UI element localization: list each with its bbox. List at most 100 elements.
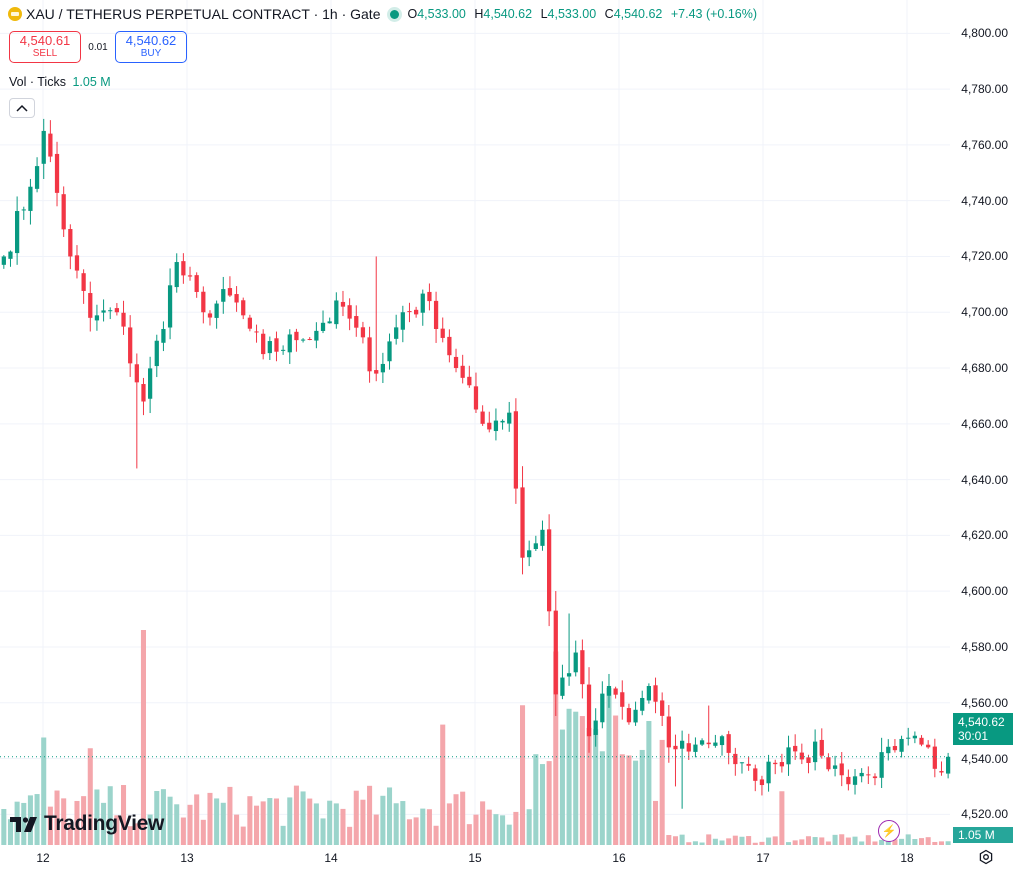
volume-bar: [679, 834, 685, 845]
candle: [201, 286, 206, 324]
chart-grid: [0, 0, 950, 845]
candle-body: [633, 709, 638, 723]
candle-body: [294, 331, 299, 341]
candle: [247, 314, 252, 332]
volume-bar: [167, 796, 173, 845]
volume-bar: [240, 826, 246, 845]
candle-body: [520, 487, 525, 558]
volume-bar: [699, 842, 705, 845]
candle: [394, 314, 399, 345]
ohlc-values: O4,533.00 H4,540.62 L4,533.00 C4,540.62 …: [407, 7, 762, 21]
candle: [101, 299, 106, 322]
volume-bar: [300, 791, 306, 845]
volume-bar: [646, 721, 652, 845]
candle: [261, 329, 266, 360]
change-value: +7.43 (+0.16%): [670, 7, 758, 21]
candle: [460, 354, 465, 384]
candle: [606, 673, 612, 708]
volume-bar: [706, 834, 712, 845]
candle-body: [899, 738, 904, 752]
candle: [872, 773, 878, 786]
candle: [573, 640, 578, 677]
price-tick-label: 4,720.00: [961, 249, 1008, 264]
candle-body: [214, 303, 219, 318]
lightning-icon[interactable]: ⚡: [878, 820, 900, 842]
volume-bar: [905, 834, 911, 845]
gear-icon[interactable]: [978, 849, 994, 865]
volume-bar: [819, 837, 825, 845]
candle: [593, 708, 598, 747]
candle: [54, 141, 60, 207]
volume-bar: [539, 764, 545, 845]
candle-body: [719, 736, 725, 746]
candle: [61, 186, 66, 237]
volume-bar: [613, 715, 619, 845]
volume-bar: [187, 804, 193, 845]
time-tick-label: 13: [180, 851, 194, 865]
candle-body: [733, 753, 738, 765]
candle-body: [766, 761, 771, 784]
candle: [354, 305, 359, 337]
candle: [753, 764, 758, 792]
volume-bar: [779, 791, 785, 845]
candle-body: [693, 744, 698, 752]
buy-button[interactable]: 4,540.62 BUY: [115, 31, 187, 63]
candle: [806, 754, 811, 774]
volume-bar: [792, 840, 798, 845]
candle-body: [872, 776, 878, 779]
volume-legend-label: Vol · Ticks: [9, 75, 66, 89]
price-tick-label: 4,520.00: [961, 807, 1008, 822]
candle: [128, 315, 133, 377]
volume-bar: [214, 798, 220, 845]
volume-bar: [393, 803, 399, 845]
candle: [640, 690, 645, 716]
symbol-title[interactable]: XAU / TETHERUS PERPETUAL CONTRACT · 1h ·…: [26, 6, 381, 22]
candle: [813, 729, 818, 771]
candle: [320, 310, 326, 334]
time-tick-label: 17: [756, 851, 770, 865]
volume-bar: [573, 711, 579, 845]
candle: [274, 331, 279, 362]
candle-body: [886, 746, 891, 754]
candle: [939, 761, 944, 776]
volume-bar: [480, 801, 486, 845]
candle-body: [447, 336, 452, 356]
volume-bar: [121, 785, 127, 845]
volume-legend[interactable]: Vol · Ticks 1.05 M: [9, 75, 111, 89]
candle-body: [892, 746, 898, 751]
volume-bar: [559, 729, 565, 845]
volume-bar: [254, 805, 260, 845]
volume-bar: [220, 802, 226, 845]
volume-bar: [845, 837, 851, 845]
candle: [633, 701, 638, 726]
tradingview-wordmark: TradingView: [44, 812, 165, 835]
high-label: H: [474, 7, 484, 21]
trade-panel: 4,540.61 SELL 0.01 4,540.62 BUY: [9, 31, 187, 63]
sell-button[interactable]: 4,540.61 SELL: [9, 31, 81, 63]
volume-bar: [41, 737, 47, 845]
tradingview-logo[interactable]: TradingView: [10, 812, 164, 836]
candle: [453, 348, 459, 373]
volume-bar: [859, 841, 865, 845]
candle-body: [254, 331, 259, 333]
price-tick-label: 4,540.00: [961, 751, 1008, 766]
candle-body: [307, 338, 312, 340]
collapse-legend-button[interactable]: [9, 98, 35, 118]
candle-body: [114, 308, 119, 313]
volume-bar: [147, 814, 153, 845]
candle: [21, 206, 26, 220]
candle: [281, 345, 286, 355]
volume-bar: [925, 837, 931, 845]
candle: [480, 405, 485, 426]
volume-bar: [533, 754, 539, 845]
price-tick-label: 4,760.00: [961, 137, 1008, 152]
candle: [194, 272, 199, 298]
volume-bar: [732, 835, 738, 845]
candle-body: [593, 720, 598, 735]
candle-body: [88, 293, 93, 318]
candle: [407, 302, 412, 323]
volume-bar: [653, 800, 659, 845]
volume-bar: [227, 786, 233, 845]
sell-label: SELL: [32, 48, 58, 59]
